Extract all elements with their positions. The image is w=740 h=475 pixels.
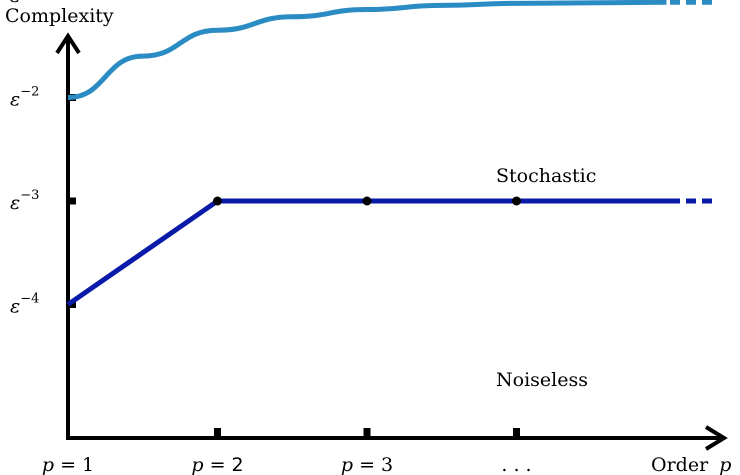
y-tick-label: ε−4 xyxy=(10,292,39,318)
x-tick-label: p = 3 xyxy=(341,454,393,475)
x-tick-label-num: . . . xyxy=(501,454,531,475)
x-tick-label: p = 2 xyxy=(191,454,243,475)
x-tick-label-var: p xyxy=(42,454,54,475)
x-axis-title-var: p xyxy=(719,454,731,475)
x-axis-arrowhead xyxy=(704,425,728,451)
x-tick-label-var: p xyxy=(341,454,353,475)
x-tick-label-num: 3 xyxy=(381,454,393,475)
y-tick-mark xyxy=(68,197,76,205)
y-tick-label: ε−2 xyxy=(10,85,39,111)
series-layer: Stochastic Noiseless xyxy=(66,0,718,391)
x-tick-mark xyxy=(363,428,371,437)
x-tick-label-eq: = xyxy=(204,454,232,475)
x-tick-mark xyxy=(513,428,520,437)
x-axis-title: Order p xyxy=(651,454,731,475)
y-axis-arrowhead xyxy=(55,32,81,55)
axes xyxy=(55,32,728,451)
data-point-marker xyxy=(512,196,521,206)
y-tick-label-base: ε xyxy=(10,296,20,318)
y-tick-label-base: ε xyxy=(10,0,20,7)
y-axis-title: Complexity xyxy=(5,5,114,27)
data-point-marker xyxy=(213,196,222,206)
x-tick-label-eq: = xyxy=(54,454,82,475)
x-tick-label-num: 2 xyxy=(232,454,244,475)
y-tick-label-exponent: −2 xyxy=(20,85,39,100)
y-tick-label: ε−1 xyxy=(10,0,39,7)
y-tick-label-exponent: −3 xyxy=(20,188,39,203)
y-tick-label: ε−3 xyxy=(10,188,39,214)
y-tick-label-exponent: −4 xyxy=(20,292,39,307)
x-tick-label-eq: = xyxy=(353,454,381,475)
data-point-marker xyxy=(362,196,372,206)
series-line xyxy=(67,0,667,100)
y-tick-group: ε−4ε−3ε−2ε−1 xyxy=(10,0,76,318)
series-noiseless: Noiseless xyxy=(67,0,718,391)
x-tick-label: . . . xyxy=(501,454,531,475)
series-label: Noiseless xyxy=(496,369,588,391)
x-tick-mark xyxy=(214,428,221,437)
series-line xyxy=(66,198,670,307)
x-tick-label-var: p xyxy=(191,454,203,475)
series-label: Stochastic xyxy=(496,165,596,187)
y-tick-label-base: ε xyxy=(10,89,20,111)
y-tick-label-base: ε xyxy=(10,192,20,214)
x-tick-label: p = 1 xyxy=(42,454,94,475)
x-tick-label-num: 1 xyxy=(82,454,94,475)
x-axis-title-word: Order xyxy=(651,454,709,475)
series-stochastic: Stochastic xyxy=(66,165,718,307)
